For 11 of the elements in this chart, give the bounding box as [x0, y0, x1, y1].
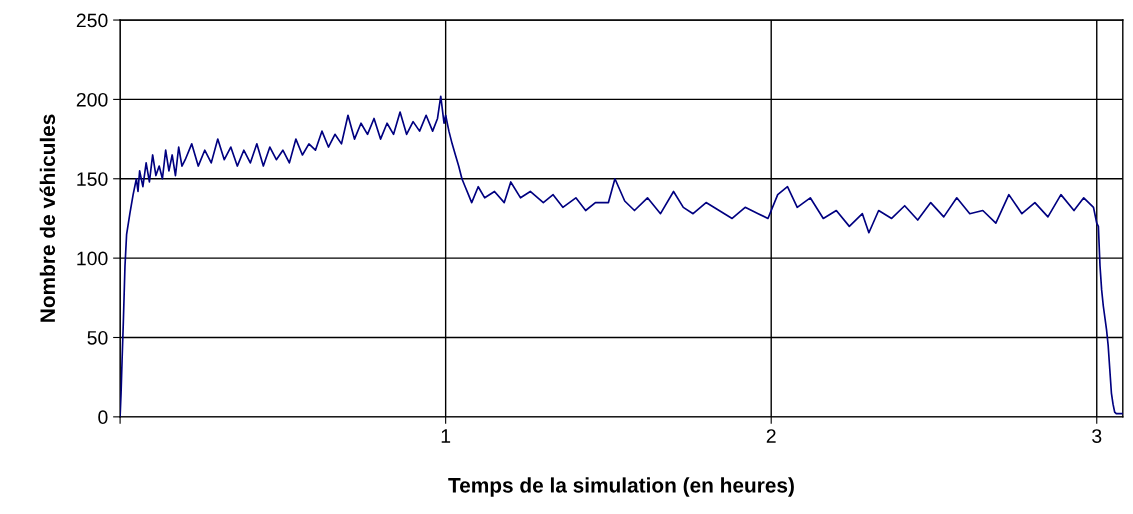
x-axis-title: Temps de la simulation (en heures) — [448, 477, 794, 497]
x-tick-label: 3 — [1092, 429, 1102, 443]
y-tick-label: 150 — [77, 172, 108, 187]
y-tick-label: 50 — [87, 330, 108, 345]
y-tick-label: 0 — [98, 410, 108, 425]
x-tick-label: 2 — [766, 429, 776, 443]
y-tick-label: 250 — [76, 13, 108, 28]
x-tick-label: 1 — [441, 429, 451, 443]
y-tick-label: 200 — [76, 92, 108, 107]
y-axis-title: Nombre de véhicules — [39, 114, 56, 322]
y-tick-label: 100 — [77, 251, 108, 266]
